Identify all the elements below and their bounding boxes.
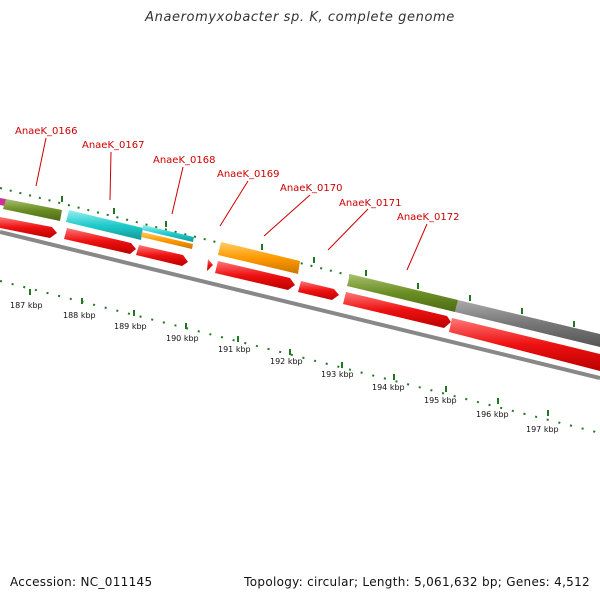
cds-arrow-4 — [207, 259, 213, 271]
gene-label-0170: AnaeK_0170 — [280, 183, 342, 194]
kbp-label-189: 189 kbp — [114, 322, 147, 331]
kbp-label-196: 196 kbp — [476, 410, 509, 419]
gene-feature-olive-0172 — [347, 274, 458, 312]
genome-title: Anaeromyxobacter sp. K, complete genome — [145, 10, 455, 25]
kbp-label-190: 190 kbp — [166, 334, 199, 343]
kbp-ticks — [29, 289, 549, 416]
leader-line-0170 — [263, 194, 311, 237]
cds-arrow-2 — [64, 228, 136, 254]
leader-line-0166 — [35, 137, 47, 187]
leader-line-0171 — [327, 208, 369, 251]
cds-arrow-6 — [298, 281, 339, 300]
gene-label-0166: AnaeK_0166 — [15, 126, 77, 137]
kbp-label-197: 197 kbp — [526, 425, 559, 434]
gene-feature-gray — [455, 300, 600, 347]
gene-label-0171: AnaeK_0171 — [339, 198, 401, 209]
kbp-label-195: 195 kbp — [424, 396, 457, 405]
gene-feature-olive-0166 — [3, 199, 62, 221]
gene-feature-orange-0168 — [141, 232, 193, 249]
genome-backbone — [0, 230, 600, 380]
leader-line-0172 — [406, 223, 428, 271]
topology-text: Topology: circular; Length: 5,061,632 bp… — [244, 575, 590, 589]
cds-arrow-8 — [449, 318, 600, 371]
leader-line-0169 — [219, 180, 249, 227]
gene-label-0167: AnaeK_0167 — [82, 140, 144, 151]
leader-line-0168 — [171, 166, 184, 215]
kbp-label-191: 191 kbp — [218, 345, 251, 354]
accession-text: Accession: NC_011145 — [10, 575, 153, 589]
gene-leader-lines — [35, 137, 428, 271]
kbp-label-193: 193 kbp — [321, 370, 354, 379]
gene-feature-orange-0169 — [218, 242, 300, 274]
kbp-label-192: 192 kbp — [270, 357, 303, 366]
cds-arrow-1 — [0, 217, 57, 238]
gene-label-0168: AnaeK_0168 — [153, 155, 215, 166]
outer-ticks — [61, 196, 575, 327]
gene-label-0172: AnaeK_0172 — [397, 212, 459, 223]
leader-line-0167 — [109, 151, 112, 201]
gene-label-0169: AnaeK_0169 — [217, 169, 279, 180]
gene-feature-cyan-0167 — [66, 210, 143, 240]
cds-arrow-5 — [215, 261, 295, 290]
kbp-label-187: 187 kbp — [10, 301, 43, 310]
kbp-label-194: 194 kbp — [372, 383, 405, 392]
cds-arrow-3 — [136, 245, 188, 266]
kbp-label-188: 188 kbp — [63, 311, 96, 320]
cds-arrow-7 — [343, 292, 451, 328]
gene-feature-cyan-0168 — [142, 225, 194, 242]
